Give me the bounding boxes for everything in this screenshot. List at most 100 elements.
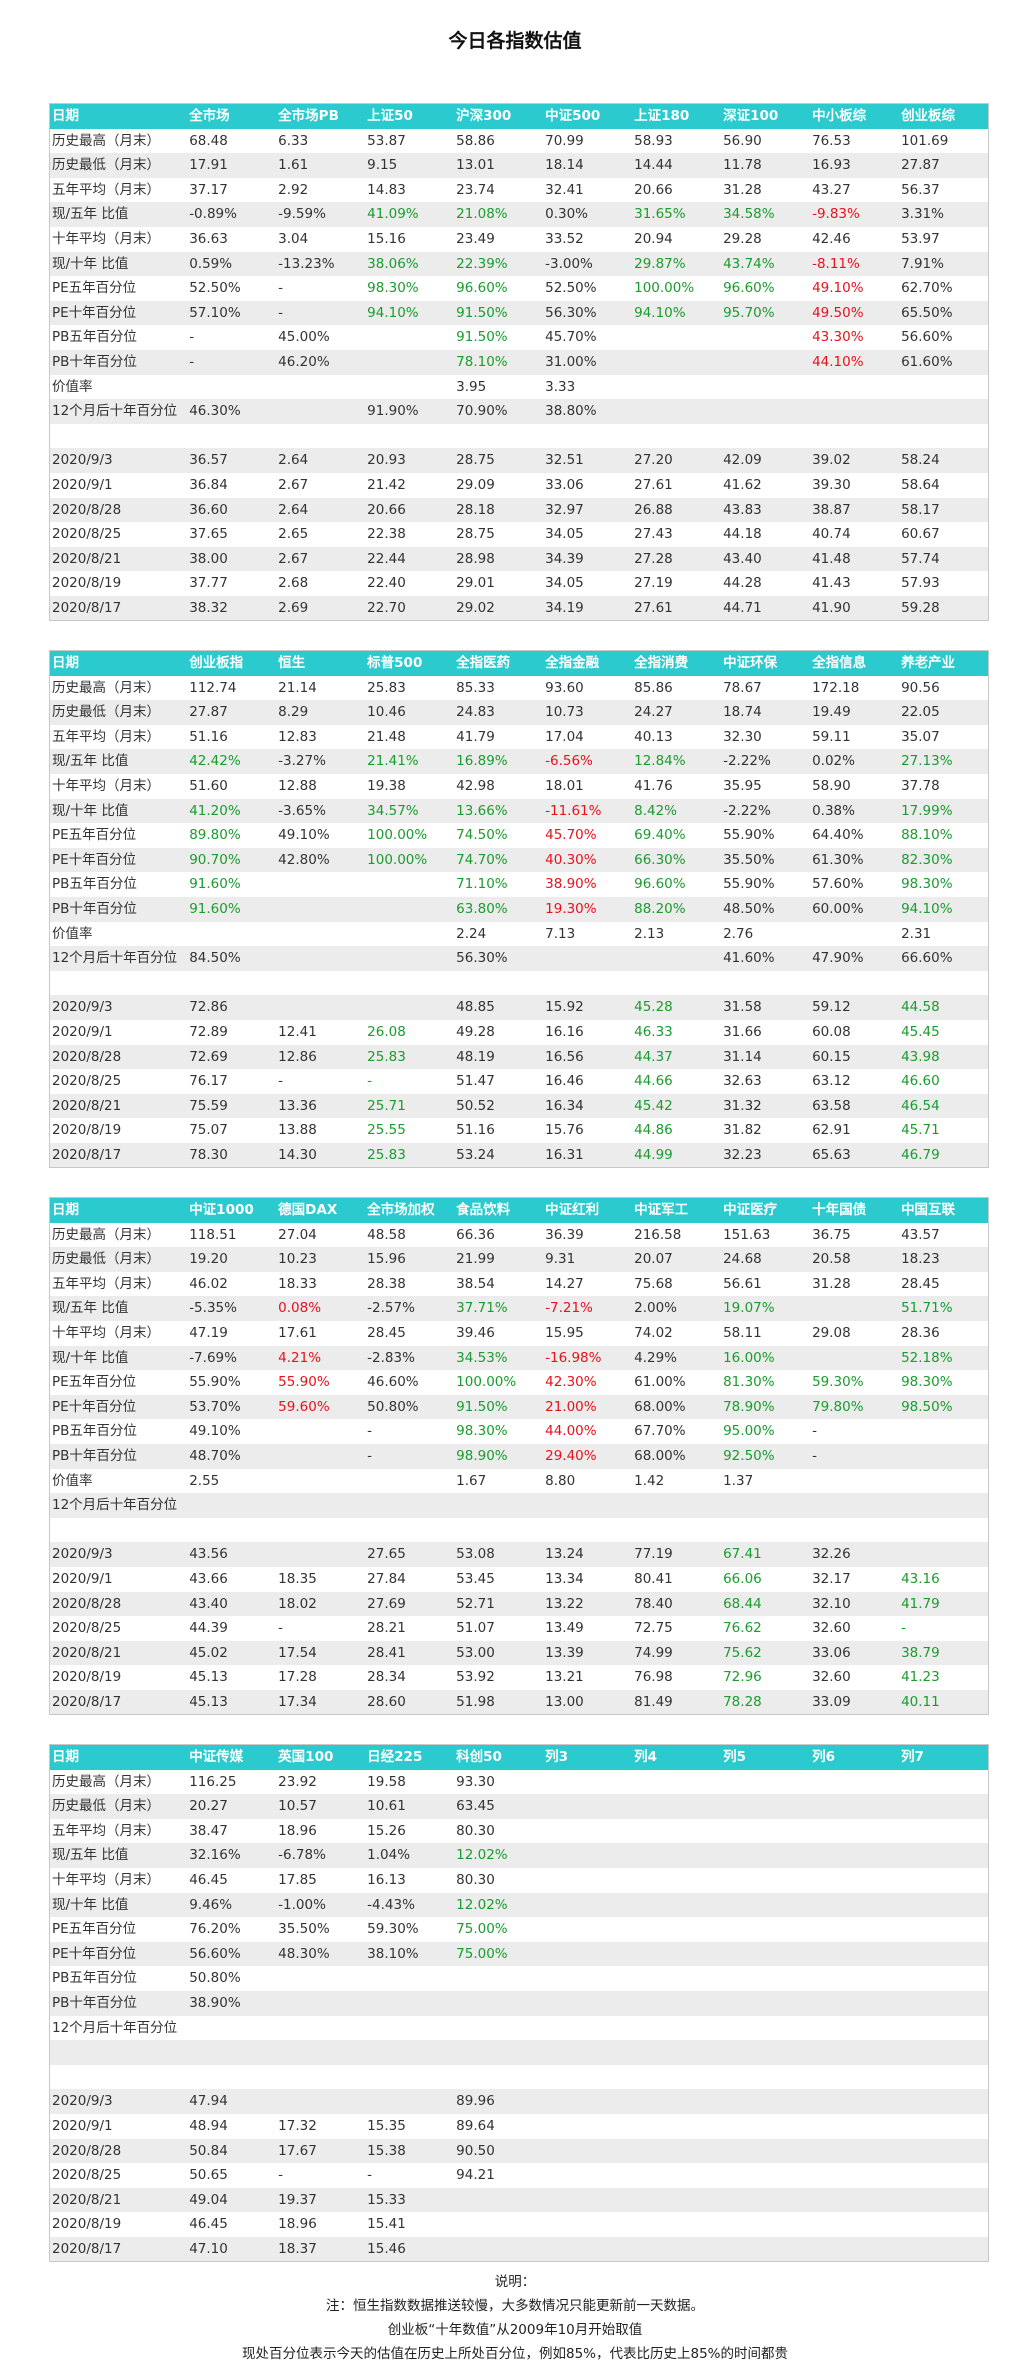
table-row: PE十年百分位 57.10% - 94.10% 91.50% 56.30% 94.10% 95… [50,300,988,326]
table-cell: 39.46 [456,1324,495,1341]
table-cell: 94.10% [367,304,419,321]
table-cell: 34.53% [456,1349,508,1366]
table-cell: 7.13 [545,925,576,942]
table-cell [810,1966,899,1991]
table-cell: 20.66 [634,181,673,198]
table-cell: 38.00 [189,550,228,567]
table-row: 历史最高（月末） 112.74 21.14 25.83 85.33 93.60 85.86 7… [50,676,988,701]
table-cell: 98.30% [901,876,953,893]
table-cell: - [901,1620,906,1637]
table-cell: 36.84 [189,476,228,493]
table-cell: 41.09% [367,206,419,223]
row-label: 十年平均（月末） [52,1324,160,1341]
table-cell [454,2065,543,2090]
table-cell: 15.96 [367,1251,406,1268]
table-cell [899,2065,988,2090]
table-cell: 53.92 [456,1669,495,1686]
table-cell: 36.60 [189,501,228,518]
table-cell [454,1991,543,2016]
table-cell [721,350,810,375]
table-cell: 48.58 [367,1226,406,1243]
table-cell: 10.61 [367,1798,406,1815]
table-cell: 58.64 [901,476,940,493]
table-cell: 41.76 [634,777,673,794]
table-cell [721,2163,810,2188]
table-row: PB五年百分位 49.10% - 98.30% 44.00% 67.70% 95.00% - [50,1419,988,1444]
table-cell: 68.48 [189,132,228,149]
table-cell [899,399,988,424]
table-cell [543,2237,632,2262]
row-label: 2020/8/17 [52,599,122,616]
table-cell: 28.18 [456,501,495,518]
table-cell: 2.55 [189,1472,220,1489]
table-cell: 49.04 [189,2191,228,2208]
valuation-table-2: 日期 创业板指 恒生 标普500 全指医药 全指金融 全指消费 中证环保 全指信息 养老产业 历史最… [49,650,989,1169]
table-cell [276,1518,365,1543]
table-row: 现/十年 比值 0.59% -13.23% 38.06% 22.39% -3.00% 29.… [50,251,988,277]
table-row: PB五年百分位 - 45.00% 91.50% 45.70% 43.30% 56.60% [50,325,988,350]
table-cell: 68.44 [723,1595,762,1612]
column-header: 养老产业 [901,655,956,671]
table-cell: 4.29% [634,1349,677,1366]
row-label: 2020/8/19 [52,1669,122,1686]
table-cell [632,2089,721,2114]
table-cell [721,424,810,449]
table-cell: 38.87 [812,501,851,518]
column-header: 中证环保 [723,655,778,671]
table-cell: 89.96 [456,2093,495,2110]
table-cell: 58.24 [901,452,940,469]
table-cell [454,2212,543,2237]
table-cell: 17.04 [545,728,584,745]
table-cell: 78.10% [456,353,508,370]
table-row: 12个月后十年百分位 46.30% 91.90% 70.90% 38.80% [50,399,988,424]
table-cell [899,971,988,996]
table-cell: 51.47 [456,1073,495,1090]
table-cell [543,971,632,996]
row-label: 现/五年 比值 [52,206,129,223]
table-cell: 58.11 [723,1324,762,1341]
table-cell [899,375,988,400]
table-cell: 29.09 [456,476,495,493]
table-cell: 58.86 [456,132,495,149]
table-cell: 48.50% [723,900,775,917]
table-cell [543,2089,632,2114]
table-cell: 66.36 [456,1226,495,1243]
table-cell [276,1493,365,1518]
row-label: 2020/9/3 [52,452,113,469]
column-header: 列3 [545,1749,569,1765]
table-cell: -9.83% [812,206,860,223]
table-cell: 12.88 [278,777,317,794]
column-header: 深证100 [723,108,779,124]
table-cell: 53.00 [456,1644,495,1661]
table-cell: 8.80 [545,1472,576,1489]
table-cell [899,2212,988,2237]
row-label: 2020/9/1 [52,1023,113,1040]
table-cell: - [278,280,284,297]
table-row: 五年平均（月末） 38.47 18.96 15.26 80.30 [50,1819,988,1844]
table-cell [899,2114,988,2139]
table-cell: -9.59% [278,206,326,223]
table-cell: 75.00% [456,1921,508,1938]
table-cell: 43.30% [812,329,864,346]
table-cell: 17.28 [278,1669,317,1686]
table-cell: - [278,304,284,321]
table-cell: 14.83 [367,181,406,198]
table-cell: 16.13 [367,1871,406,1888]
table-cell [276,1469,365,1494]
table-cell: 3.31% [901,206,944,223]
column-header: 中证传媒 [189,1749,244,1765]
table-cell: 0.08% [278,1300,322,1317]
row-label: 2020/8/17 [52,1693,122,1710]
table-cell [187,2016,276,2041]
table-cell: 37.78 [901,777,940,794]
table-cell [543,424,632,449]
table-cell: 98.30% [456,1423,508,1440]
table-cell: 27.13% [901,753,953,770]
table-row: 历史最高（月末） 116.25 23.92 19.58 93.30 [50,1770,988,1795]
table-cell: 39.02 [812,452,851,469]
table-row: 历史最低（月末） 19.20 10.23 15.96 21.99 9.31 20.07 24.… [50,1247,988,1272]
table-cell: 15.46 [367,2240,406,2257]
table-cell [276,995,365,1020]
table-cell: 22.40 [367,575,406,592]
valuation-table-3: 日期 中证1000 德国DAX 全市场加权 食品饮料 中证红利 中证军工 中证医疗 十年国债 中国… [49,1197,989,1716]
